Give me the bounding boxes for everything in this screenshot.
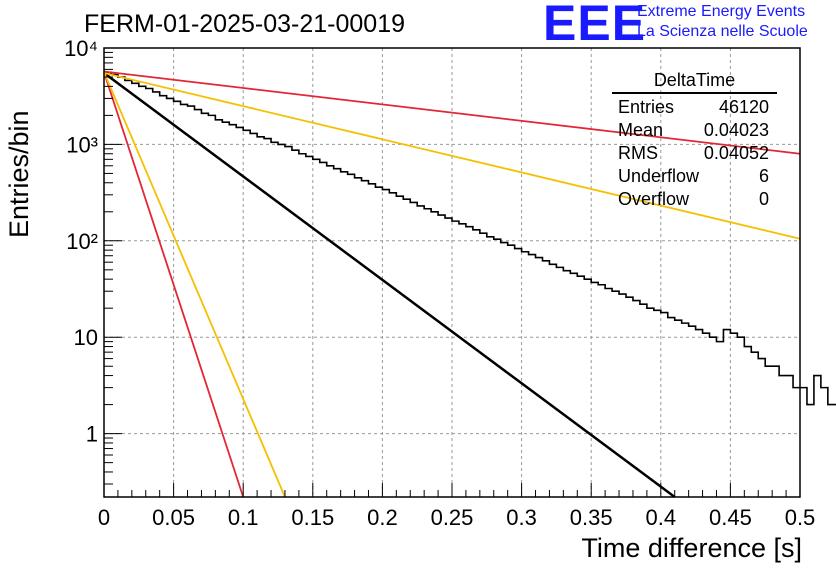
- stat-label: RMS: [618, 143, 658, 163]
- histogram: [104, 71, 836, 406]
- stat-label: Entries: [618, 97, 675, 117]
- x-tick-label: 0.25: [431, 505, 474, 530]
- eee-logo: EEE: [543, 0, 647, 51]
- fit-line: [103, 71, 286, 498]
- logo-line-2: La Scienza nelle Scuole: [637, 23, 808, 40]
- stats-row: Mean 0.04023: [612, 119, 777, 142]
- y-tick-label: 10²: [66, 229, 98, 254]
- x-tick-label: 0.05: [152, 505, 195, 530]
- x-tick-label: 0.3: [506, 505, 537, 530]
- x-tick-label: 0: [98, 505, 110, 530]
- fit-line: [103, 72, 676, 499]
- stats-row: RMS 0.04052: [612, 142, 777, 165]
- y-tick-labels: 1 10 10² 10³ 10⁴: [64, 36, 98, 447]
- stats-box: DeltaTime Entries 46120 Mean 0.04023 RMS…: [612, 70, 777, 211]
- chart-title: FERM-01-2025-03-21-00019: [84, 10, 406, 38]
- stat-value: 0: [758, 189, 769, 209]
- stat-value: 0.04023: [703, 120, 769, 140]
- y-tick-label: 10³: [66, 132, 98, 157]
- stats-title: DeltaTime: [612, 70, 777, 94]
- x-axis-label: Time difference [s]: [581, 533, 802, 563]
- stats-row: Overflow 0: [612, 188, 777, 211]
- fit-line: [103, 71, 245, 498]
- fit-curves: [103, 70, 801, 499]
- x-tick-labels: 0 0.05 0.1 0.15 0.2 0.25 0.3 0.35 0.4 0.45 0.5: [98, 505, 815, 530]
- x-tick-label: 0.4: [646, 505, 677, 530]
- stat-value: 6: [758, 166, 769, 186]
- y-tick-label: 10⁴: [64, 36, 98, 61]
- y-tick-label: 10: [74, 325, 98, 350]
- y-tick-label: 1: [86, 422, 98, 447]
- stat-label: Overflow: [618, 189, 690, 209]
- x-tick-label: 0.15: [291, 505, 334, 530]
- stats-row: Underflow 6: [612, 165, 777, 188]
- stat-label: Mean: [618, 120, 664, 140]
- x-tick-label: 0.35: [570, 505, 613, 530]
- x-tick-label: 0.5: [785, 505, 816, 530]
- stat-value: 0.04052: [703, 143, 769, 163]
- x-tick-label: 0.45: [709, 505, 752, 530]
- fit-line: [103, 72, 801, 240]
- logo-line-1: Extreme Energy Events: [637, 3, 806, 20]
- histogram-outline: [104, 71, 836, 406]
- fit-line: [103, 70, 801, 155]
- x-tick-label: 0.2: [367, 505, 398, 530]
- stats-row: Entries 46120: [612, 96, 777, 119]
- axis-ticks: [103, 47, 801, 497]
- stat-value: 46120: [718, 97, 769, 117]
- x-tick-label: 0.1: [228, 505, 259, 530]
- stat-label: Underflow: [618, 166, 700, 186]
- y-axis-label: Entries/bin: [4, 110, 34, 238]
